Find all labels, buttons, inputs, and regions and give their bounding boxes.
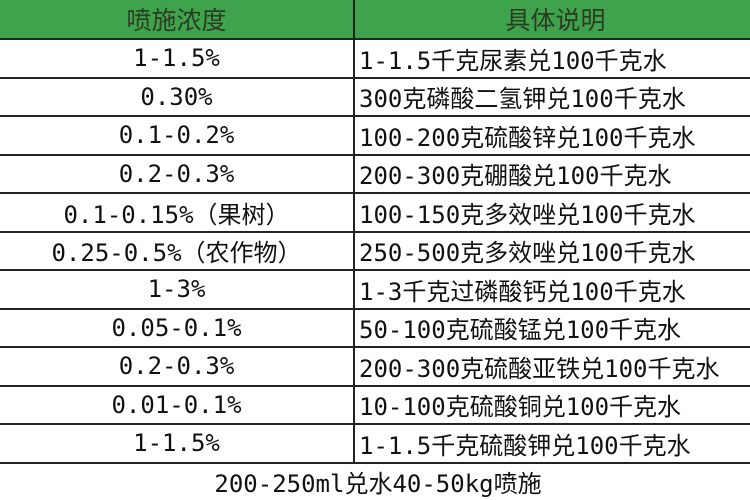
table-row: 0.2-0.3% 200-300克硫酸亚铁兑100千克水 [0,346,750,387]
concentration-cell: 0.05-0.1% [0,307,355,348]
header-concentration: 喷施浓度 [0,0,355,40]
description-cell: 100-200克硫酸锌兑100千克水 [353,115,750,156]
description-cell: 200-300克硼酸兑100千克水 [353,153,750,194]
description-cell: 300克磷酸二氢钾兑100千克水 [353,76,750,117]
footer-row: 200-250ml兑水40-50kg喷施 [0,461,750,500]
description-cell: 1-1.5千克尿素兑100千克水 [353,38,750,79]
table-row: 0.30% 300克磷酸二氢钾兑100千克水 [0,76,750,117]
concentration-cell: 0.2-0.3% [0,346,355,387]
table-row: 0.1-0.15%（果树） 100-150克多效唑兑100千克水 [0,192,750,233]
description-cell: 100-150克多效唑兑100千克水 [353,192,750,233]
concentration-cell: 0.1-0.15%（果树） [0,192,355,233]
description-cell: 50-100克硫酸锰兑100千克水 [353,307,750,348]
concentration-cell: 0.1-0.2% [0,115,355,156]
table-row: 0.25-0.5%（农作物） 250-500克多效唑兑100千克水 [0,230,750,271]
concentration-cell: 0.30% [0,76,355,117]
header-row: 喷施浓度 具体说明 [0,0,750,40]
concentration-cell: 1-1.5% [0,38,355,79]
description-cell: 1-3千克过磷酸钙兑100千克水 [353,269,750,310]
concentration-cell: 0.2-0.3% [0,153,355,194]
concentration-cell: 1-1.5% [0,423,355,464]
table-row: 0.2-0.3% 200-300克硼酸兑100千克水 [0,153,750,194]
table-row: 1-1.5% 1-1.5千克硫酸钾兑100千克水 [0,423,750,464]
table-row: 1-1.5% 1-1.5千克尿素兑100千克水 [0,38,750,79]
table-row: 1-3% 1-3千克过磷酸钙兑100千克水 [0,269,750,310]
description-cell: 200-300克硫酸亚铁兑100千克水 [353,346,750,387]
table-row: 0.1-0.2% 100-200克硫酸锌兑100千克水 [0,115,750,156]
concentration-cell: 0.25-0.5%（农作物） [0,230,355,271]
footer-note: 200-250ml兑水40-50kg喷施 [0,461,750,500]
table-row: 0.01-0.1% 10-100克硫酸铜兑100千克水 [0,384,750,425]
description-cell: 1-1.5千克硫酸钾兑100千克水 [353,423,750,464]
header-description: 具体说明 [353,0,750,40]
concentration-cell: 1-3% [0,269,355,310]
description-cell: 250-500克多效唑兑100千克水 [353,230,750,271]
concentration-cell: 0.01-0.1% [0,384,355,425]
description-cell: 10-100克硫酸铜兑100千克水 [353,384,750,425]
table-row: 0.05-0.1% 50-100克硫酸锰兑100千克水 [0,307,750,348]
